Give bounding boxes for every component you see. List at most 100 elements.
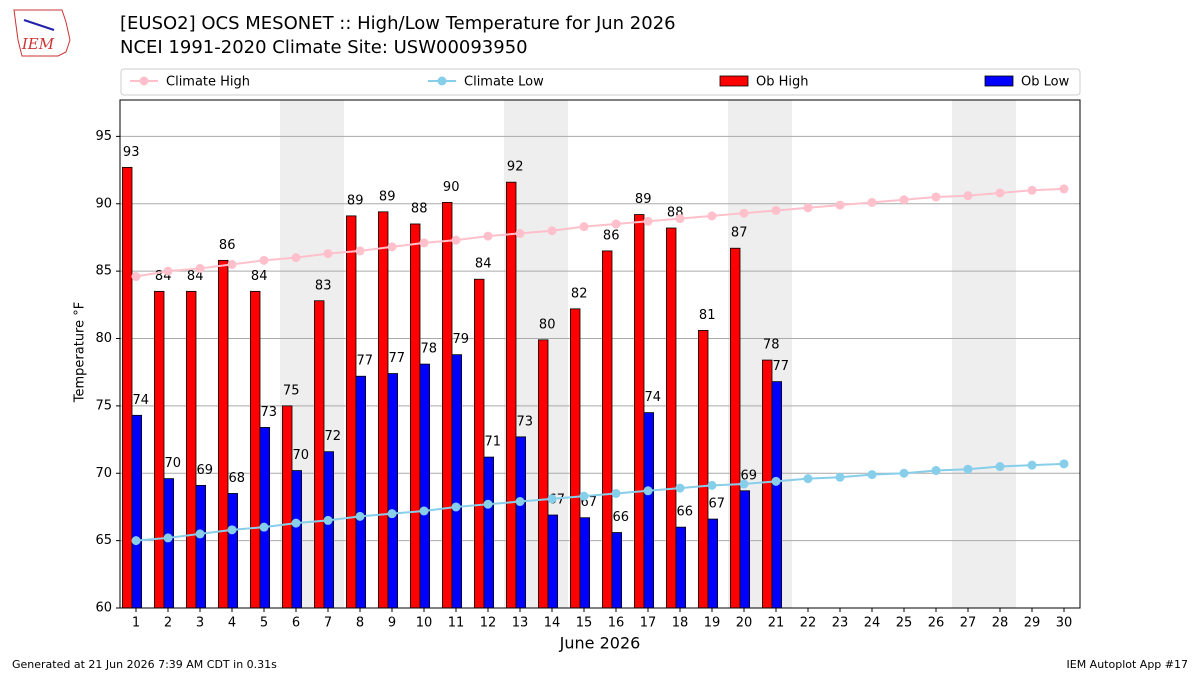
data-label: 77 bbox=[357, 354, 374, 369]
point bbox=[515, 228, 525, 238]
data-label: 75 bbox=[283, 383, 300, 398]
data-label: 89 bbox=[379, 189, 396, 204]
point bbox=[163, 266, 173, 276]
bar bbox=[249, 290, 261, 609]
x-tick-label: 16 bbox=[608, 616, 625, 631]
x-axis-label: June 2026 bbox=[559, 634, 641, 653]
line bbox=[135, 462, 1065, 542]
x-tick-label: 28 bbox=[992, 616, 1009, 631]
point bbox=[739, 479, 749, 489]
x-tick-label: 23 bbox=[832, 616, 849, 631]
point bbox=[1027, 185, 1037, 195]
point bbox=[419, 506, 429, 516]
y-tick-label: 95 bbox=[95, 129, 112, 144]
point bbox=[195, 263, 205, 273]
x-tick-label: 11 bbox=[448, 616, 465, 631]
x-tick-label: 14 bbox=[544, 616, 561, 631]
point bbox=[611, 219, 621, 229]
data-label: 88 bbox=[411, 201, 428, 216]
data-label: 74 bbox=[645, 390, 662, 405]
y-tick-label: 80 bbox=[95, 331, 112, 346]
point bbox=[995, 462, 1005, 472]
bar bbox=[547, 514, 559, 609]
point bbox=[1059, 184, 1069, 194]
point bbox=[227, 259, 237, 269]
bar bbox=[163, 478, 175, 609]
x-tick-label: 4 bbox=[228, 616, 236, 631]
point bbox=[131, 272, 141, 282]
x-tick-label: 6 bbox=[292, 616, 300, 631]
bar bbox=[345, 215, 357, 609]
bar bbox=[419, 363, 431, 609]
bar bbox=[698, 330, 709, 609]
bar bbox=[739, 490, 751, 609]
point bbox=[259, 255, 269, 265]
bar bbox=[505, 181, 517, 609]
x-tick-label: 27 bbox=[960, 616, 977, 631]
x-tick-label: 7 bbox=[324, 616, 332, 631]
bar bbox=[441, 202, 453, 609]
x-tick-label: 25 bbox=[896, 616, 913, 631]
data-label: 68 bbox=[229, 471, 246, 486]
bar bbox=[377, 211, 389, 609]
point bbox=[579, 222, 589, 232]
point bbox=[323, 249, 333, 259]
point bbox=[675, 483, 685, 493]
bar bbox=[675, 526, 687, 609]
data-label: 92 bbox=[507, 160, 524, 175]
legend-item: Ob Low bbox=[984, 75, 1070, 90]
point bbox=[547, 494, 557, 504]
data-label: 78 bbox=[421, 342, 438, 357]
point bbox=[643, 486, 653, 496]
data-label: 79 bbox=[453, 332, 470, 347]
point bbox=[899, 195, 909, 205]
data-label: 73 bbox=[517, 414, 534, 429]
data-label: 77 bbox=[773, 359, 790, 374]
legend-swatch bbox=[437, 76, 447, 86]
data-label: 78 bbox=[763, 338, 780, 353]
y-tick-label: 70 bbox=[95, 466, 112, 481]
x-tick-label: 15 bbox=[576, 616, 593, 631]
data-label: 86 bbox=[219, 238, 236, 253]
weekend-band bbox=[952, 100, 1016, 608]
y-tick-label: 65 bbox=[95, 533, 112, 548]
point bbox=[675, 214, 685, 224]
x-tick-label: 20 bbox=[736, 616, 753, 631]
bar bbox=[483, 456, 495, 609]
bar bbox=[259, 427, 271, 609]
legend-item: Climate Low bbox=[428, 75, 544, 90]
data-label: 73 bbox=[261, 405, 278, 420]
point bbox=[323, 515, 333, 525]
bar bbox=[666, 227, 677, 609]
y-tick-label: 75 bbox=[95, 398, 112, 413]
footer-left: Generated at 21 Jun 2026 7:39 AM CDT in … bbox=[12, 658, 277, 671]
legend-swatch bbox=[984, 75, 1014, 87]
point bbox=[739, 208, 749, 218]
x-tick-label: 21 bbox=[768, 616, 785, 631]
point bbox=[291, 518, 301, 528]
legend-label: Ob Low bbox=[1021, 75, 1070, 90]
point bbox=[1027, 460, 1037, 470]
y-tick-label: 90 bbox=[95, 196, 112, 211]
point bbox=[483, 499, 493, 509]
footer-right: IEM Autoplot App #17 bbox=[1067, 658, 1189, 671]
legend-box bbox=[120, 68, 1081, 96]
x-tick-label: 3 bbox=[196, 616, 204, 631]
bar bbox=[291, 470, 303, 609]
data-label: 89 bbox=[347, 193, 364, 208]
plot-frame bbox=[119, 99, 1081, 609]
logo: IEM bbox=[13, 9, 71, 57]
bar bbox=[122, 166, 133, 609]
x-tick-label: 19 bbox=[704, 616, 721, 631]
bar bbox=[281, 405, 293, 609]
x-tick-label: 24 bbox=[864, 616, 881, 631]
bar bbox=[602, 250, 613, 609]
data-label: 71 bbox=[485, 435, 502, 450]
point bbox=[547, 226, 557, 236]
bar bbox=[355, 375, 367, 609]
bar bbox=[473, 278, 485, 609]
data-label: 70 bbox=[165, 456, 182, 471]
data-label: 93 bbox=[123, 145, 140, 160]
point bbox=[963, 191, 973, 201]
